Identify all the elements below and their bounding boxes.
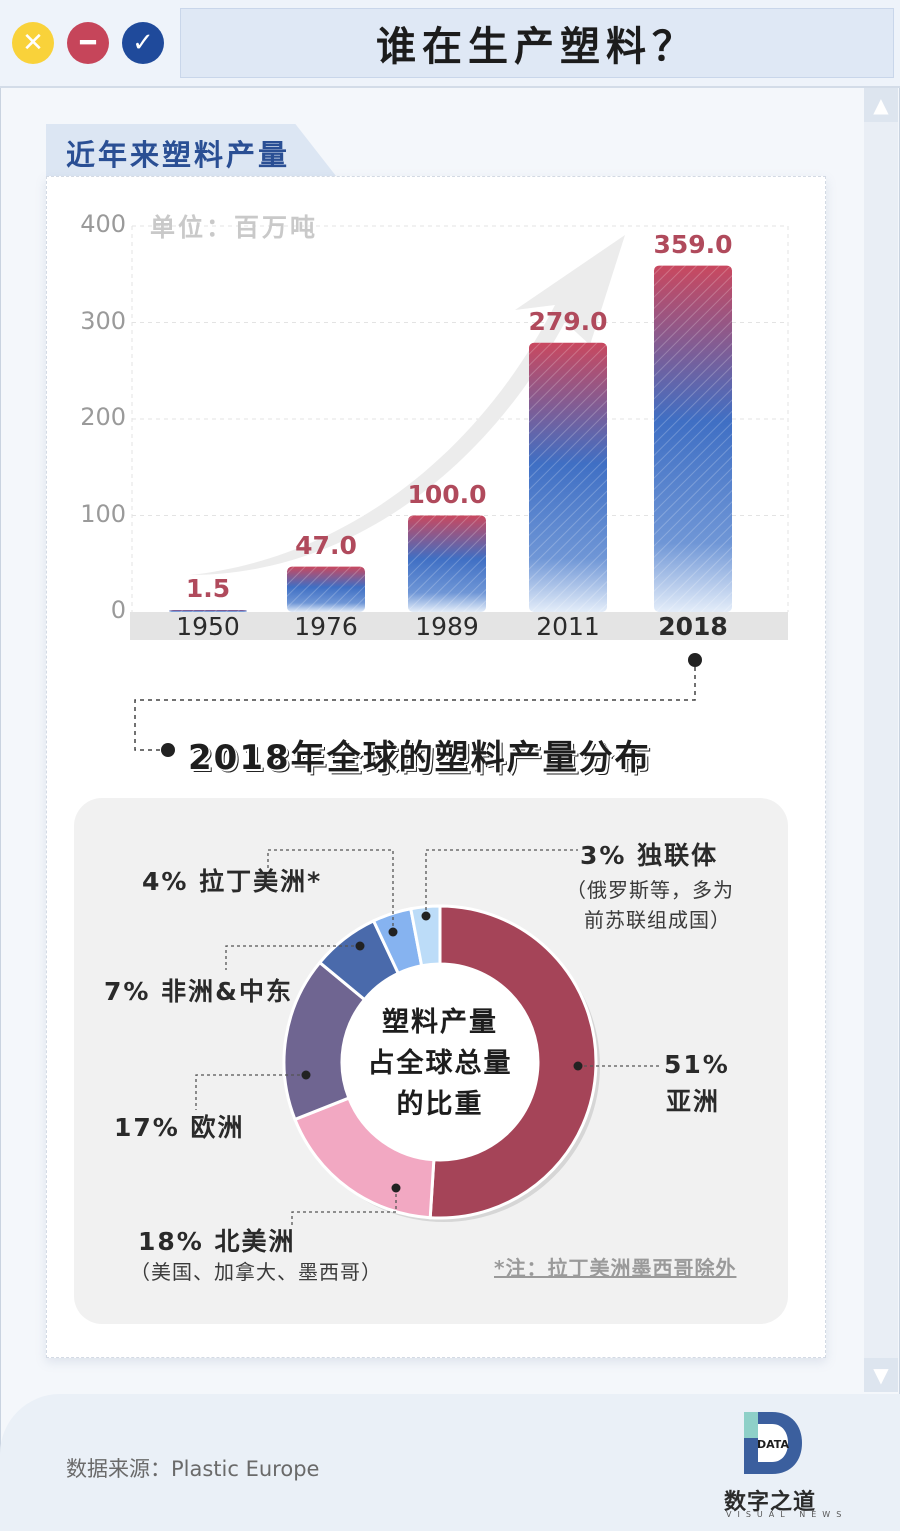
- leader-africa-me: [225, 945, 360, 970]
- data-logo-icon: DATA: [744, 1412, 802, 1474]
- x-tick-label: 1976: [294, 612, 358, 641]
- note-cis-2: 前苏联组成国）: [584, 908, 731, 932]
- logo-mark: DATA: [757, 1438, 789, 1451]
- connector-dot-bottom: [161, 743, 175, 757]
- chevron-down-icon: ▼: [873, 1363, 889, 1387]
- label-asia-pct: 51%: [664, 1050, 730, 1079]
- confirm-button[interactable]: ✓: [122, 22, 164, 64]
- page-title: 谁在生产塑料？: [376, 24, 698, 70]
- y-tick-label: 0: [110, 596, 126, 624]
- data-source: 数据来源：Plastic Europe: [66, 1457, 320, 1481]
- bar-value-label: 100.0: [407, 479, 487, 509]
- bar-1989: [408, 515, 486, 612]
- scroll-up-button[interactable]: ▲: [864, 88, 898, 122]
- section-tab: [46, 124, 336, 176]
- chevron-up-icon: ▲: [873, 93, 889, 117]
- dot-cis: [421, 911, 431, 921]
- donut-center-text: 塑料产量 占全球总量 的比重: [350, 1002, 530, 1125]
- y-tick-label: 300: [80, 306, 126, 335]
- label-latin-america: 4% 拉丁美洲*: [142, 867, 323, 896]
- check-icon: ✓: [132, 28, 154, 58]
- bar-value-label: 47.0: [295, 530, 357, 560]
- unit-label: 单位：百万吨: [150, 213, 319, 242]
- bar-value-label: 279.0: [528, 306, 608, 336]
- connector-line: [134, 667, 696, 751]
- leader-latin-america: [267, 849, 394, 932]
- title-box: 谁在生产塑料？: [180, 8, 894, 78]
- minimize-button[interactable]: ━: [67, 22, 109, 64]
- leader-europe: [195, 1074, 306, 1110]
- footnote: *注：拉丁美洲墨西哥除外: [494, 1256, 737, 1280]
- x-tick-label: 2018: [658, 612, 728, 641]
- logo-subtext: VISUAL NEWS: [726, 1510, 848, 1519]
- dot-europe: [301, 1070, 311, 1080]
- title-bar: ✕ ━ ✓ 谁在生产塑料？: [0, 0, 900, 88]
- bar-value-label: 359.0: [653, 229, 733, 259]
- close-icon: ✕: [22, 28, 44, 58]
- note-cis-1: （俄罗斯等，多为: [566, 878, 734, 902]
- label-africa-me: 7% 非洲&中东: [104, 977, 293, 1006]
- donut-hole: [342, 964, 538, 1160]
- label-north-america: 18% 北美洲: [138, 1227, 296, 1256]
- minus-icon: ━: [80, 28, 96, 58]
- bar-2011: [529, 342, 607, 612]
- x-axis-band: [130, 612, 788, 640]
- bar-value-label: 1.5: [185, 574, 231, 603]
- leader-cis: [425, 849, 578, 916]
- x-tick-label: 1989: [415, 612, 479, 641]
- dot-latin-america: [388, 927, 398, 937]
- center-line-1: 塑料产量: [382, 1007, 498, 1038]
- bar-1976: [287, 566, 365, 612]
- scroll-down-button[interactable]: ▼: [864, 1358, 898, 1392]
- center-line-3: 的比重: [396, 1089, 484, 1120]
- label-asia: 亚洲: [666, 1087, 721, 1116]
- close-button[interactable]: ✕: [12, 22, 54, 64]
- note-north-america: （美国、加拿大、墨西哥）: [130, 1260, 382, 1284]
- x-tick-label: 2011: [536, 612, 600, 641]
- distribution-title: 2018年全球的塑料产量分布: [188, 738, 651, 778]
- y-tick-label: 100: [80, 499, 126, 528]
- y-tick-label: 200: [80, 403, 126, 431]
- label-europe: 17% 欧洲: [114, 1113, 245, 1142]
- connector-dot-top: [688, 653, 702, 667]
- label-cis: 3% 独联体: [580, 841, 719, 870]
- growth-arrow: [190, 235, 625, 575]
- vertical-scrollbar[interactable]: ▲ ▼: [864, 88, 898, 1392]
- bar-1950: [169, 610, 247, 612]
- bar-chart: [131, 225, 789, 757]
- center-line-2: 占全球总量: [367, 1048, 513, 1079]
- dot-north-america: [391, 1183, 401, 1193]
- logo-text: 数字之道: [724, 1490, 817, 1515]
- leader-north-america: [291, 1188, 397, 1228]
- dot-asia: [573, 1061, 583, 1071]
- bar-2018: [654, 265, 732, 612]
- y-tick-label: 400: [80, 210, 126, 238]
- section-title: 近年来塑料产量: [66, 138, 291, 172]
- dot-africa-me: [355, 941, 365, 951]
- x-tick-label: 1950: [176, 612, 240, 641]
